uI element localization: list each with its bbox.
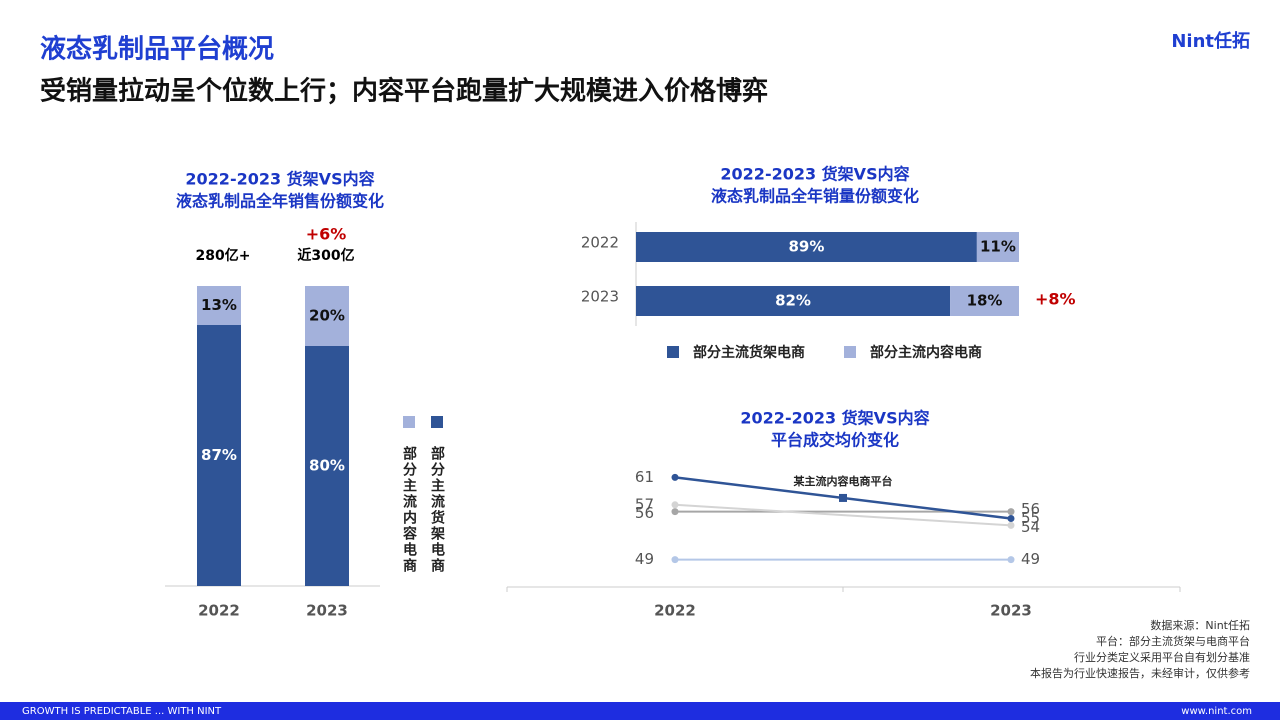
value-label: 49	[635, 550, 654, 568]
bar-segment	[636, 286, 951, 316]
chart-title: 2022-2023 货架VS内容	[185, 170, 374, 189]
legend-swatch	[403, 416, 415, 428]
bar-segment	[197, 286, 241, 325]
y-tick-label: 2023	[581, 288, 619, 306]
note: 数据来源：Nint任拓	[1150, 618, 1250, 632]
legend-swatch	[667, 346, 679, 358]
chart-title: 液态乳制品全年销量份额变化	[711, 187, 919, 206]
footer-right: www.nint.com	[1181, 706, 1252, 717]
marker	[671, 473, 679, 481]
value-label: 13%	[201, 296, 237, 314]
value-label: 56	[635, 504, 654, 522]
x-tick-label: 2023	[306, 602, 348, 620]
value-label: 54	[1021, 518, 1040, 536]
value-label: 49	[1021, 550, 1040, 568]
marker	[1007, 508, 1015, 516]
marker	[671, 508, 679, 516]
value-label: 89%	[788, 238, 824, 256]
annotation: +8%	[1035, 290, 1076, 309]
footer-bar	[0, 702, 1280, 720]
bar-segment	[197, 325, 241, 586]
page-title: 液态乳制品平台概况	[40, 34, 274, 65]
bar-segment	[305, 346, 349, 586]
legend-label: 部分主流货架电商	[429, 445, 446, 574]
annotation: 近300亿	[297, 247, 354, 264]
value-label: 87%	[201, 446, 237, 464]
logo: Nint任拓	[1171, 30, 1250, 52]
marker	[671, 556, 679, 564]
value-label: 82%	[775, 292, 811, 310]
marker	[1007, 556, 1015, 564]
marker	[1007, 515, 1015, 522]
chart-title: 2022-2023 货架VS内容	[720, 165, 909, 184]
legend-swatch	[431, 416, 443, 428]
legend-label: 部分主流货架电商	[693, 344, 805, 361]
chart-title: 2022-2023 货架VS内容	[740, 409, 929, 428]
x-tick-label: 2022	[654, 602, 696, 620]
line-label: 某主流内容电商平台	[793, 474, 893, 488]
marker	[1007, 521, 1015, 529]
value-label: 20%	[309, 307, 345, 325]
bar-segment	[950, 286, 1019, 316]
note: 平台：部分主流货架与电商平台	[1096, 634, 1250, 648]
bar-segment	[305, 286, 349, 346]
legend-label: 部分主流内容电商	[401, 445, 418, 574]
value-label: 80%	[309, 457, 345, 475]
bar-segment	[636, 232, 977, 262]
x-tick-label: 2022	[198, 602, 240, 620]
value-label: 57	[635, 495, 654, 513]
bar-segment	[976, 232, 1019, 262]
legend-label: 部分主流内容电商	[870, 344, 982, 361]
page-subtitle: 受销量拉动呈个位数上行；内容平台跑量扩大规模进入价格博弈	[40, 76, 768, 107]
marker	[671, 501, 679, 509]
notes: 数据来源：Nint任拓 平台：部分主流货架与电商平台 行业分类定义采用平台自有划…	[1030, 618, 1250, 680]
line	[674, 503, 1012, 527]
note: 行业分类定义采用平台自有划分基准	[1074, 650, 1250, 664]
chart-title: 平台成交均价变化	[771, 431, 899, 450]
x-tick-label: 2023	[990, 602, 1032, 620]
value-label: 61	[635, 468, 654, 486]
note: 本报告为行业快速报告，未经审计，仅供参考	[1030, 666, 1250, 680]
chart-title: 液态乳制品全年销售份额变化	[176, 192, 384, 211]
value-label: 11%	[980, 238, 1016, 256]
footer-left: GROWTH IS PREDICTABLE ... WITH NINT	[22, 706, 222, 717]
annotation: +6%	[306, 225, 347, 244]
value-label: 18%	[967, 292, 1003, 310]
annotation-marker	[839, 493, 847, 502]
annotation: 280亿+	[196, 247, 251, 264]
legend-swatch	[844, 346, 856, 358]
value-label: 55	[1021, 509, 1040, 527]
value-label: 56	[1021, 500, 1040, 518]
y-tick-label: 2022	[581, 234, 619, 252]
